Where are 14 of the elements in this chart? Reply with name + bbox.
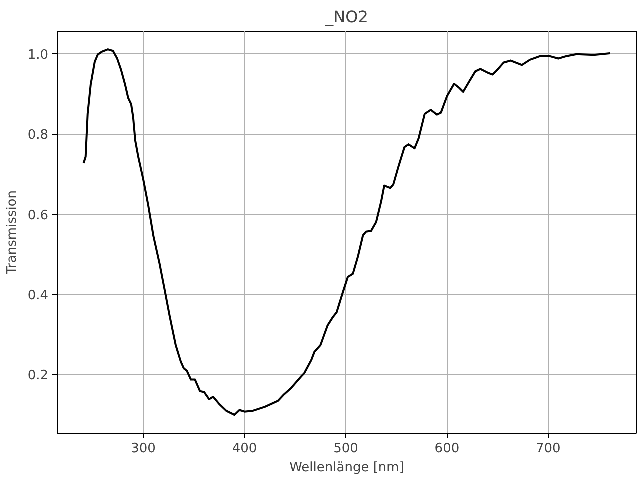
y-tick-label: 0.6 [28, 208, 49, 224]
x-tick-label: 400 [232, 442, 258, 456]
x-axis-title: Wellenlänge [nm] [290, 460, 404, 476]
line-series [82, 48, 612, 416]
y-tick-label: 0.2 [28, 368, 49, 384]
y-tick-label: 0.8 [28, 128, 49, 144]
y-tick-label: 1.0 [28, 48, 49, 63]
x-tick-label: 300 [131, 442, 156, 456]
chart-title: _NO2 [324, 8, 368, 26]
x-tick-label: 600 [434, 442, 460, 456]
y-axis-title: Transmission [4, 190, 20, 276]
y-tick-label: 0.4 [28, 288, 49, 304]
x-tick-label: 700 [536, 442, 561, 456]
x-tick-label: 500 [334, 442, 358, 456]
